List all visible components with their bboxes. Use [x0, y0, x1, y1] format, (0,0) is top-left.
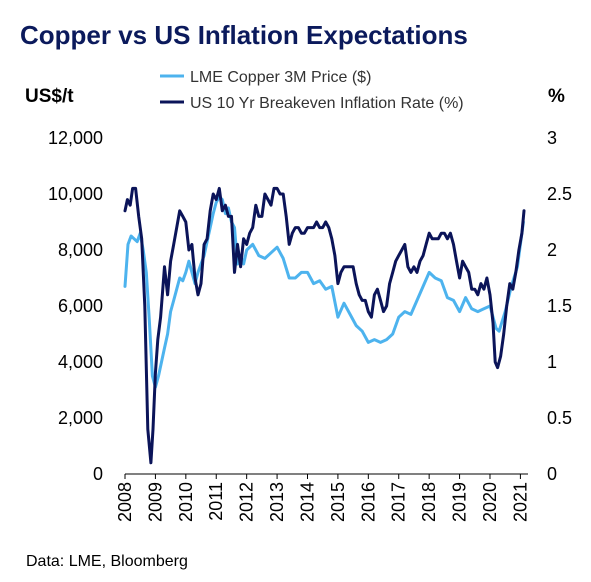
series-line-copper: [123, 195, 525, 389]
chart-title: Copper vs US Inflation Expectations: [20, 20, 468, 50]
x-tick-label: 2010: [176, 482, 196, 522]
y-right-tick-label: 2: [547, 240, 557, 260]
y-right-tick-label: 1: [547, 352, 557, 372]
x-tick-label: 2016: [358, 482, 378, 522]
x-tick-label: 2009: [145, 482, 165, 522]
y-right-tick-label: 1.5: [547, 296, 572, 316]
y-left-tick-label: 4,000: [58, 352, 103, 372]
x-tick-label: 2017: [389, 482, 409, 522]
y-right-tick-label: 2.5: [547, 184, 572, 204]
y-right-tick-label: 0: [547, 464, 557, 484]
y-right-axis-label: %: [548, 86, 565, 107]
legend-label: US 10 Yr Breakeven Inflation Rate (%): [190, 95, 464, 112]
y-right-tick-label: 0.5: [547, 408, 572, 428]
x-tick-label: 2015: [328, 482, 348, 522]
x-tick-label: 2011: [206, 482, 226, 521]
y-left-axis-label: US$/t: [25, 86, 74, 107]
x-axis: 2008 2009 2010 2011 2012 2013 2014 2015 2016 2017…: [115, 473, 530, 522]
x-tick-label: 2013: [267, 482, 287, 522]
y-left-tick-label: 12,000: [48, 128, 103, 148]
y-left-tick-labels: 0 2,000 4,000 6,000 8,000 10,000 12,000: [48, 128, 103, 484]
y-left-tick-label: 0: [93, 464, 103, 484]
y-left-tick-label: 10,000: [48, 184, 103, 204]
x-tick-label: 2014: [297, 482, 317, 522]
y-left-tick-label: 6,000: [58, 296, 103, 316]
y-right-tick-labels: 0 0.5 1 1.5 2 2.5 3: [547, 128, 572, 484]
x-tick-label: 2008: [115, 482, 135, 522]
y-left-tick-label: 8,000: [58, 240, 103, 260]
x-tick-label: 2019: [450, 482, 470, 522]
y-left-tick-label: 2,000: [58, 408, 103, 428]
legend: LME Copper 3M Price ($) US 10 Yr Breakeve…: [160, 69, 464, 112]
x-tick-label: 2012: [237, 482, 257, 522]
x-tick-label: 2020: [480, 482, 500, 522]
series-lines: [123, 186, 526, 465]
data-source-note: Data: LME, Bloomberg: [26, 553, 188, 570]
x-tick-label: 2021: [510, 482, 530, 522]
legend-label: LME Copper 3M Price ($): [190, 69, 371, 86]
series-line-breakeven: [123, 186, 526, 465]
x-tick-label: 2018: [419, 482, 439, 522]
y-right-tick-label: 3: [547, 128, 557, 148]
